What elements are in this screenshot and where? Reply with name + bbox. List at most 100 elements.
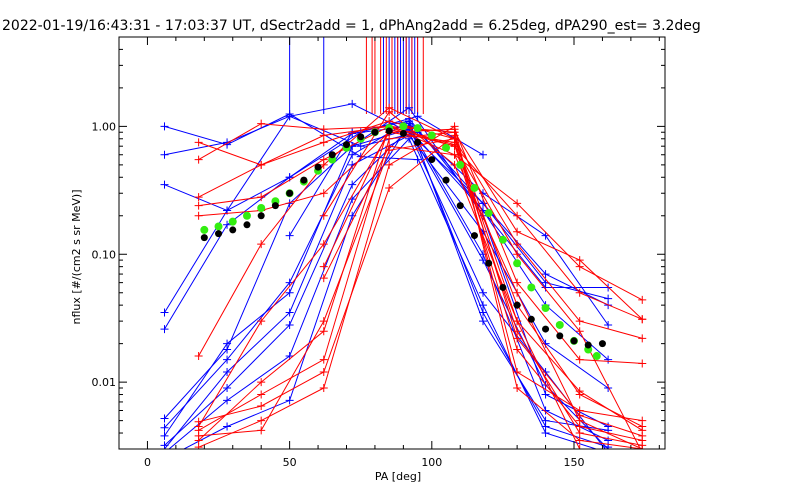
plus-marker: [513, 317, 522, 326]
series-line-red: [198, 134, 643, 437]
plus-marker: [604, 320, 613, 329]
dot-marker-black: [556, 332, 564, 340]
plus-marker: [319, 262, 328, 271]
dot-marker-black: [343, 141, 350, 149]
plus-marker: [405, 103, 414, 112]
plus-marker: [257, 402, 266, 411]
plus-marker: [479, 308, 487, 317]
plus-marker: [638, 359, 647, 368]
dot-marker-green: [442, 143, 451, 152]
plus-marker: [513, 227, 522, 236]
series-line-red: [198, 138, 643, 437]
plus-marker: [450, 134, 459, 143]
plus-marker: [513, 211, 522, 220]
dot-marker-green: [427, 131, 436, 140]
plus-marker: [385, 183, 394, 192]
series-line-blue: [164, 134, 609, 449]
plus-marker: [223, 396, 232, 405]
plus-marker: [479, 288, 487, 297]
plus-marker: [541, 422, 550, 431]
plus-marker: [160, 122, 169, 131]
plus-marker: [638, 445, 647, 449]
plus-marker: [257, 390, 266, 399]
dot-marker-black: [200, 234, 208, 242]
dot-marker-black: [470, 232, 478, 240]
plus-marker: [385, 107, 394, 116]
x-axis-label: PA [deg]: [375, 470, 421, 483]
plus-marker: [223, 368, 232, 377]
plus-marker: [513, 250, 522, 259]
dot-marker-black: [314, 163, 322, 171]
series-line-red: [323, 111, 588, 449]
x-tick-label: 100: [421, 456, 442, 469]
plus-marker: [257, 416, 266, 425]
plus-marker: [285, 396, 294, 405]
plus-marker: [257, 193, 266, 202]
plus-marker: [575, 288, 584, 297]
plus-marker: [194, 352, 203, 361]
x-tick-label: 50: [283, 456, 297, 469]
plus-marker: [479, 256, 487, 265]
plus-marker: [575, 327, 584, 336]
plus-marker: [450, 122, 459, 131]
dot-marker-black: [584, 341, 592, 349]
plus-marker: [513, 383, 522, 392]
plot-frame: [118, 36, 666, 450]
plus-marker: [194, 417, 203, 426]
plus-marker: [194, 431, 203, 440]
plus-marker: [223, 220, 232, 229]
plus-marker: [319, 355, 328, 364]
plus-marker: [385, 134, 394, 143]
plus-marker: [638, 295, 647, 304]
dot-marker-black: [215, 230, 223, 238]
plus-marker: [319, 327, 328, 336]
plus-marker: [513, 345, 522, 354]
dot-marker-black: [570, 337, 578, 345]
dot-marker-black: [542, 325, 550, 333]
series-line-blue: [164, 113, 418, 161]
plus-marker: [450, 142, 459, 151]
plus-marker: [194, 155, 203, 164]
plus-marker: [385, 142, 394, 151]
plus-marker: [160, 325, 169, 334]
plus-marker: [638, 426, 647, 435]
plus-marker: [513, 368, 522, 377]
plus-marker: [575, 355, 584, 364]
plus-marker: [223, 383, 232, 392]
series-line-blue: [168, 137, 598, 449]
plus-marker: [348, 99, 357, 108]
plus-marker: [194, 443, 203, 449]
axes-layer: 0 50 100 150 0.01 0.10 1.00: [92, 36, 666, 469]
plus-marker: [257, 378, 266, 387]
series-line-blue: [164, 128, 609, 449]
plus-marker: [575, 256, 584, 265]
plus-marker: [607, 448, 609, 449]
plus-marker: [257, 426, 266, 435]
dot-marker-black: [598, 340, 606, 348]
dot-marker-black: [527, 315, 535, 323]
plus-marker: [319, 274, 328, 283]
series-line-blue: [164, 125, 609, 441]
plus-marker: [479, 150, 487, 159]
dot-marker-green: [555, 320, 564, 329]
x-tick-label: 150: [564, 456, 585, 469]
plus-marker: [348, 150, 357, 159]
series-line-red: [198, 125, 643, 320]
dot-marker-green: [214, 222, 223, 231]
plus-marker: [257, 119, 266, 128]
plus-marker: [513, 199, 522, 208]
plus-marker: [164, 448, 165, 449]
plus-marker: [541, 270, 550, 279]
plus-marker: [638, 315, 647, 324]
plus-marker: [479, 317, 487, 326]
dot-marker-black: [499, 283, 507, 291]
series-line-blue: [164, 107, 609, 427]
plus-marker: [641, 448, 643, 449]
series-line-red: [198, 131, 643, 431]
plus-marker: [348, 160, 357, 169]
plus-marker: [257, 160, 266, 169]
plus-marker: [160, 308, 169, 317]
series-line-red: [198, 120, 643, 339]
series-line-blue: [164, 115, 484, 212]
